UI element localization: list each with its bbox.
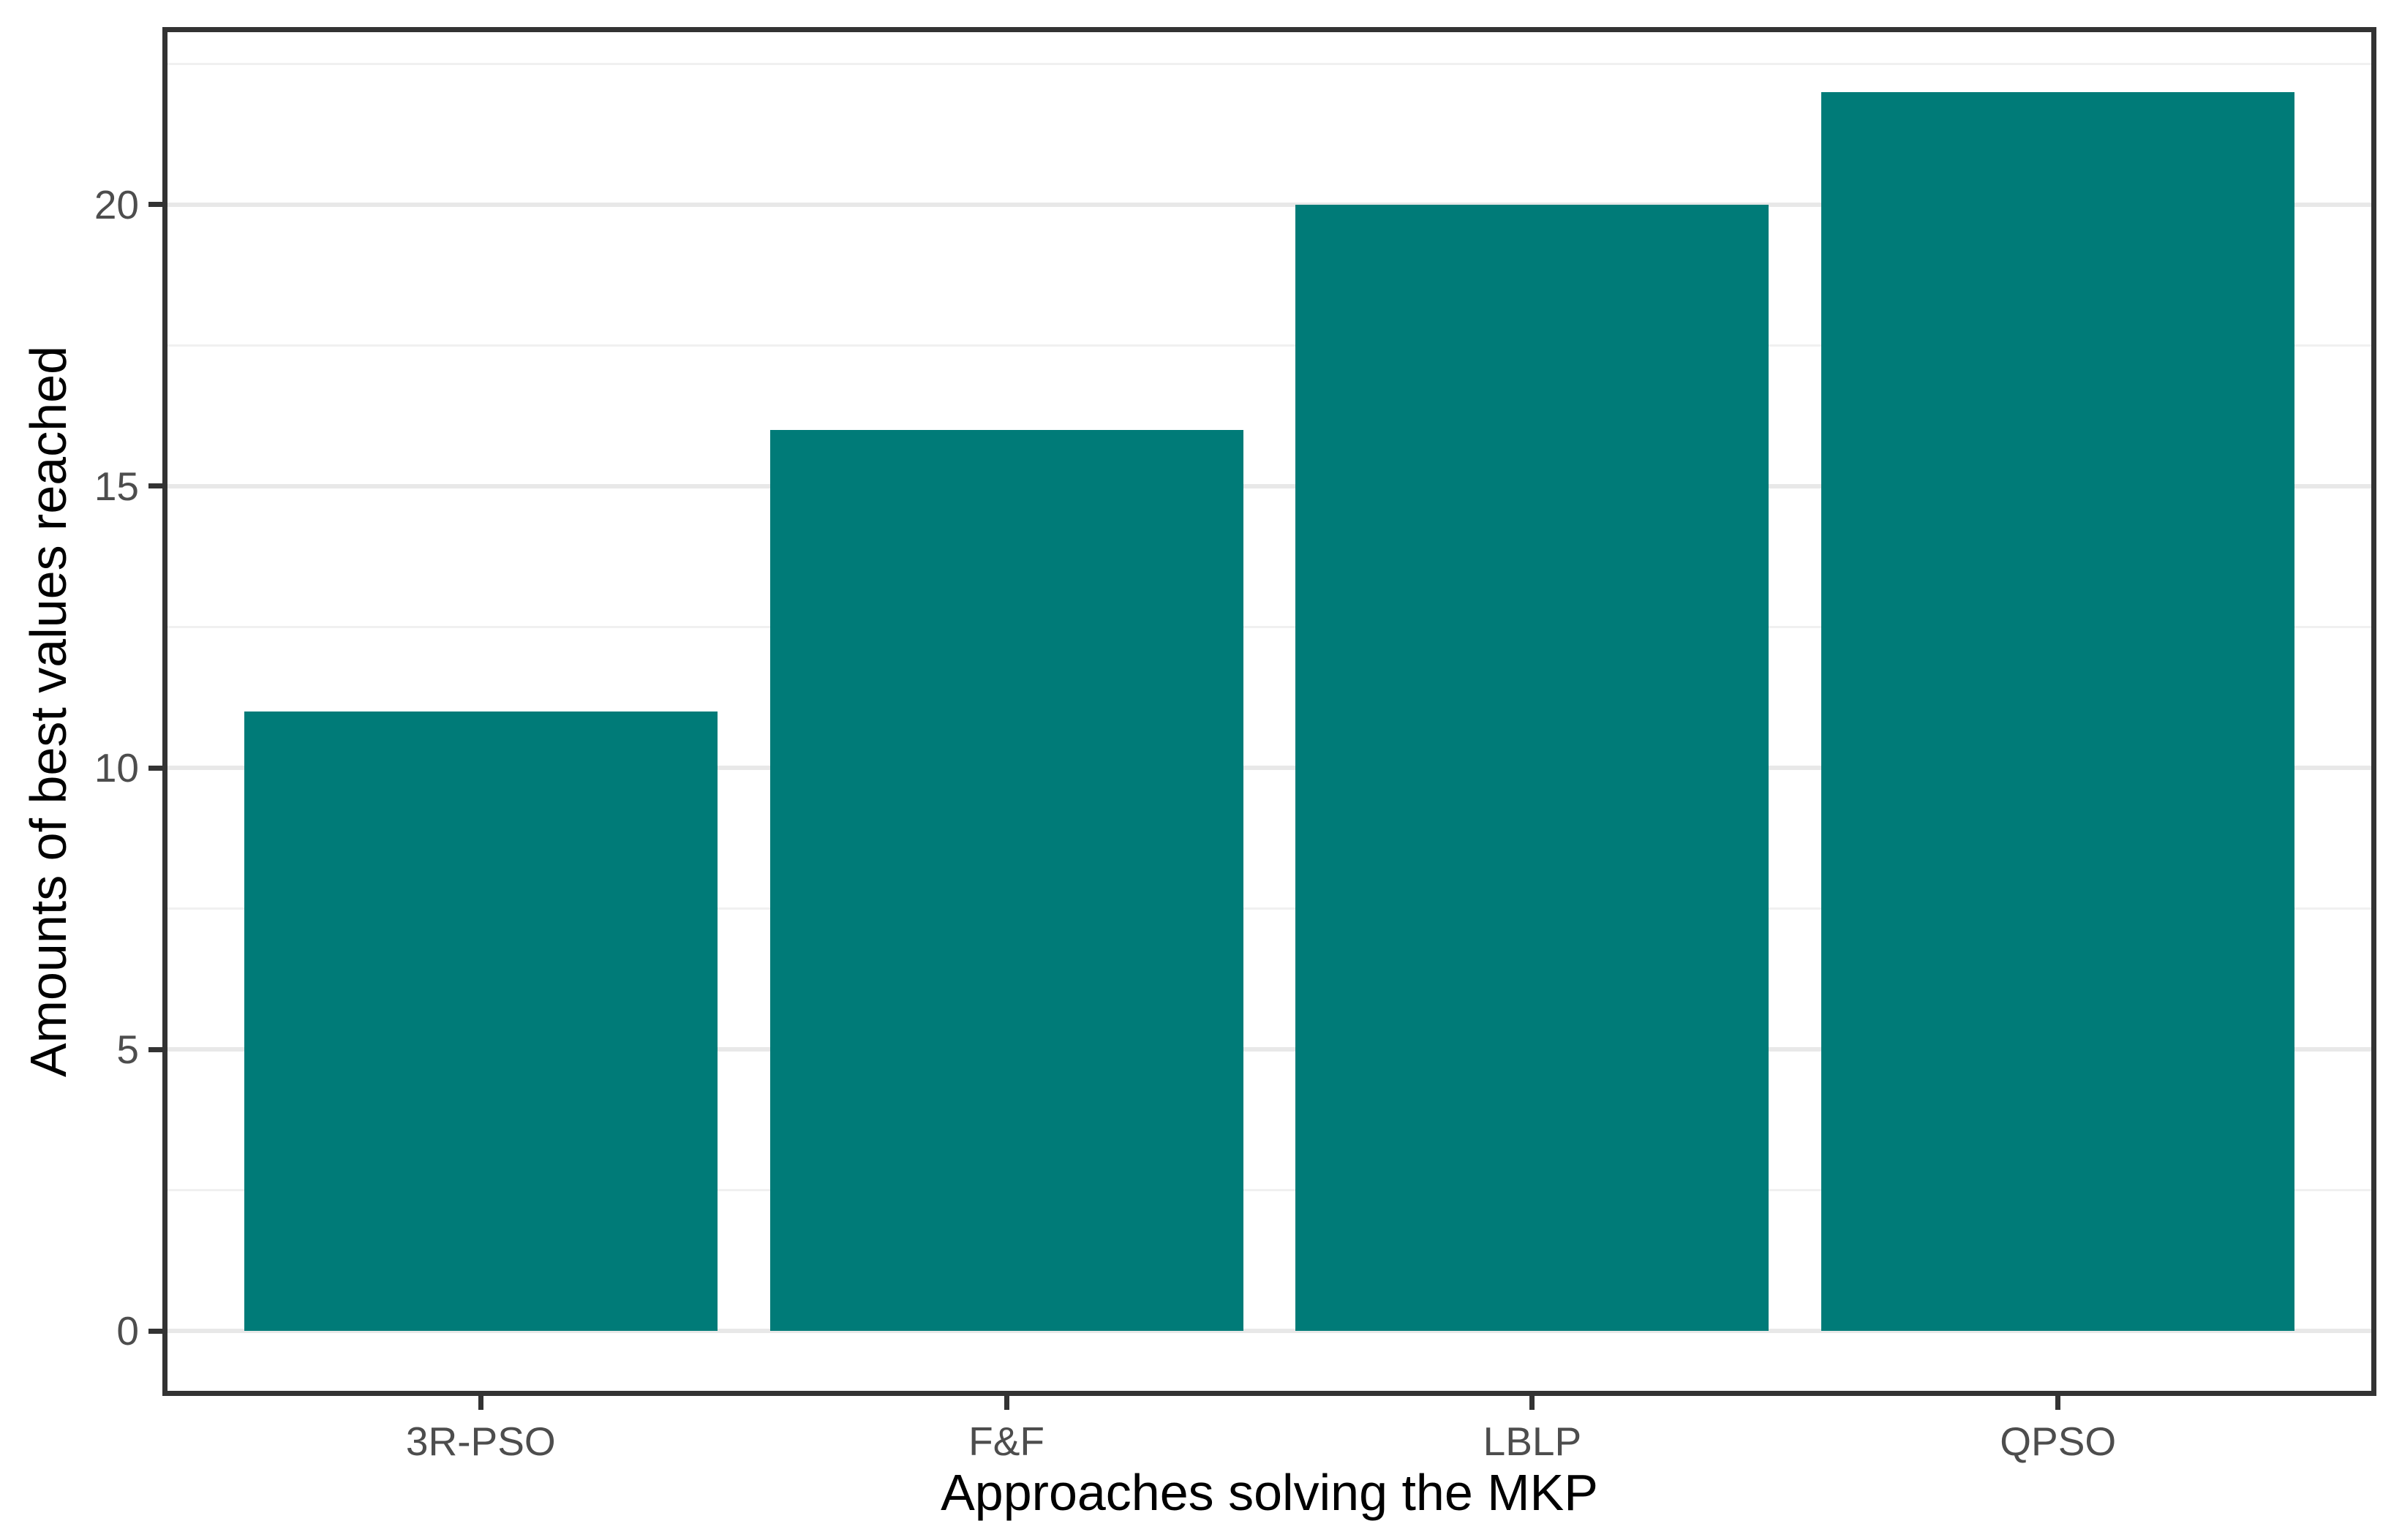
y-tick-label: 15 [94,463,139,509]
plot-panel [165,30,2373,1393]
grid-minor-line [165,907,2373,910]
x-tick-label: 3R-PSO [405,1419,556,1464]
x-tick-label: QPSO [2000,1419,2117,1464]
x-axis-title: Approaches solving the MKP [941,1464,1598,1521]
bar-F&F [769,429,1243,1332]
grid-minor-line [165,625,2373,628]
grid-major-line [165,483,2373,488]
y-tick-mark [148,483,162,489]
y-tick-label: 10 [94,745,139,791]
y-tick-mark [148,765,162,771]
grid-minor-line [165,344,2373,347]
y-tick-mark [148,1328,162,1334]
grid-major-line [165,766,2373,771]
grid-minor-line [165,62,2373,65]
x-tick-label: F&F [968,1419,1045,1464]
y-tick-label: 0 [116,1308,139,1354]
bar-LBLP [1295,204,1769,1332]
bar-QPSO [1821,91,2295,1332]
y-tick-label: 20 [94,181,139,227]
x-tick-mark [1529,1396,1535,1410]
y-axis-title: Amounts of best values reached [20,345,77,1078]
x-tick-mark [1004,1396,1009,1410]
bar-3R-PSO [244,712,718,1332]
x-tick-mark [2055,1396,2061,1410]
y-tick-mark [148,202,162,208]
grid-major-line [165,1329,2373,1334]
grid-minor-line [165,1189,2373,1192]
x-tick-mark [478,1396,483,1410]
x-tick-label: LBLP [1483,1419,1582,1464]
grid-major-line [165,202,2373,207]
grid-major-line [165,1047,2373,1052]
y-tick-label: 5 [116,1027,139,1073]
y-tick-mark [148,1046,162,1052]
